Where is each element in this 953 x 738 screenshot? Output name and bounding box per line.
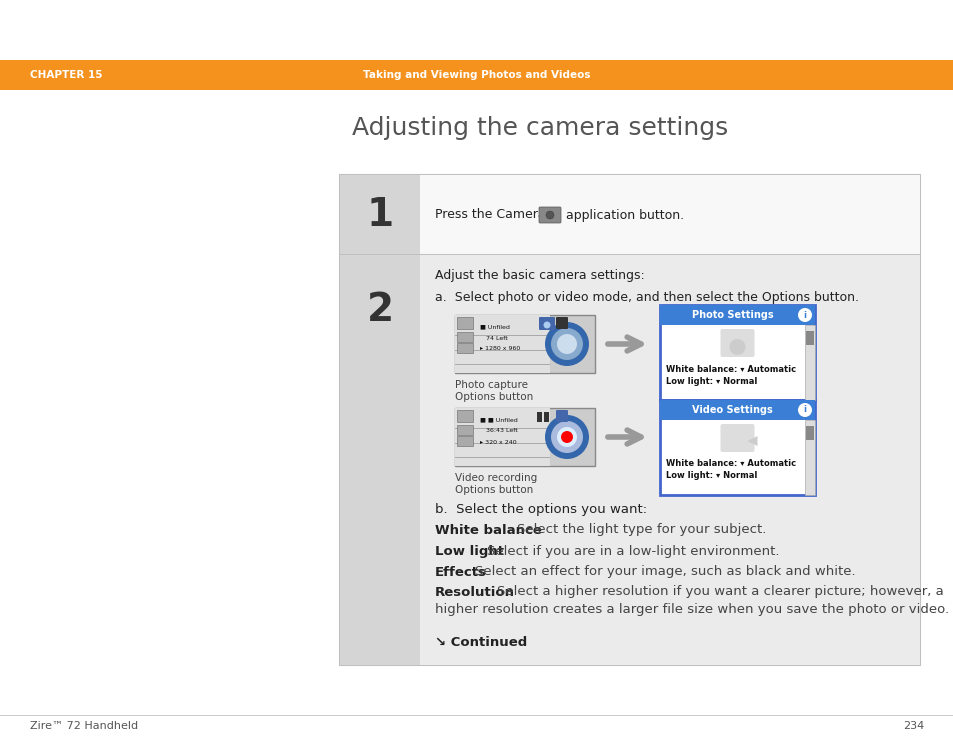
Bar (455, 315, 595, 373)
Text: Options button: Options button (455, 485, 533, 495)
Text: White balance: ▾ Automatic: White balance: ▾ Automatic (665, 365, 796, 373)
Text: b.  Select the options you want:: b. Select the options you want: (435, 503, 646, 517)
Text: Resolution: Resolution (435, 585, 515, 599)
Text: ▸ 1280 x 960: ▸ 1280 x 960 (479, 347, 519, 351)
Circle shape (544, 322, 588, 366)
FancyBboxPatch shape (720, 424, 754, 452)
Text: 234: 234 (902, 721, 923, 731)
Circle shape (551, 421, 582, 453)
Text: Low light: ▾ Normal: Low light: ▾ Normal (665, 376, 757, 385)
Text: Press the Camera: Press the Camera (435, 209, 545, 221)
Bar (455, 457, 550, 458)
Circle shape (557, 334, 577, 354)
Bar (805, 426, 813, 440)
Circle shape (797, 403, 811, 417)
Text: 2: 2 (366, 291, 394, 329)
Bar (455, 428, 550, 429)
Bar (456, 436, 473, 446)
Bar (805, 331, 813, 345)
Text: 74 Left: 74 Left (479, 336, 507, 340)
Circle shape (543, 322, 550, 328)
Bar (804, 325, 814, 400)
Circle shape (551, 328, 582, 360)
Polygon shape (747, 436, 757, 446)
Bar (0, 715, 953, 716)
Bar (455, 335, 550, 336)
Bar (455, 364, 550, 365)
Text: a.  Select photo or video mode, and then select the Options button.: a. Select photo or video mode, and then … (435, 291, 858, 303)
Text: Select an effect for your image, such as black and white.: Select an effect for your image, such as… (475, 565, 855, 579)
Circle shape (797, 308, 811, 322)
FancyBboxPatch shape (538, 207, 560, 223)
Circle shape (729, 339, 744, 355)
Bar (456, 343, 473, 353)
Bar (659, 400, 814, 495)
Bar (456, 425, 473, 435)
Bar (455, 350, 550, 351)
Text: higher resolution creates a larger file size when you save the photo or video.: higher resolution creates a larger file … (435, 602, 948, 615)
Text: Adjusting the camera settings: Adjusting the camera settings (352, 116, 727, 140)
FancyBboxPatch shape (556, 410, 567, 422)
Circle shape (544, 415, 588, 459)
Text: White balance: White balance (435, 523, 541, 537)
Text: 36:43 Left: 36:43 Left (479, 429, 517, 433)
Text: ▸ 320 x 240: ▸ 320 x 240 (479, 440, 517, 444)
Bar (455, 408, 550, 466)
Text: i: i (802, 405, 805, 415)
Bar (419, 175, 919, 255)
Bar (455, 315, 550, 373)
Text: ■ Unfiled: ■ Unfiled (479, 325, 509, 329)
Bar (339, 254, 919, 255)
Text: Select if you are in a low-light environment.: Select if you are in a low-light environ… (486, 545, 779, 557)
Bar (0, 60, 953, 90)
Bar (455, 443, 550, 444)
Text: Effects: Effects (435, 565, 486, 579)
Circle shape (557, 427, 577, 447)
Text: Video recording: Video recording (455, 473, 537, 483)
FancyBboxPatch shape (556, 317, 567, 329)
Text: Taking and Viewing Photos and Videos: Taking and Viewing Photos and Videos (363, 70, 590, 80)
Text: i: i (802, 311, 805, 320)
Bar (455, 408, 595, 466)
Text: application button.: application button. (565, 209, 683, 221)
Bar (456, 332, 473, 342)
FancyBboxPatch shape (720, 329, 754, 357)
Bar (339, 175, 419, 255)
Bar (804, 420, 814, 495)
Bar (543, 412, 548, 422)
Circle shape (560, 431, 573, 443)
Text: CHAPTER 15: CHAPTER 15 (30, 70, 102, 80)
Bar (419, 255, 919, 665)
Text: White balance: ▾ Automatic: White balance: ▾ Automatic (665, 460, 796, 469)
Text: Low light: Low light (435, 545, 503, 557)
Text: 1: 1 (366, 196, 394, 234)
Circle shape (545, 211, 554, 219)
Text: Low light: ▾ Normal: Low light: ▾ Normal (665, 472, 757, 480)
Bar (339, 175, 919, 665)
Bar (659, 305, 814, 325)
Bar (456, 410, 473, 422)
Text: ↘ Continued: ↘ Continued (435, 636, 527, 649)
Text: Select the light type for your subject.: Select the light type for your subject. (517, 523, 765, 537)
Text: ■ ■ Unfiled: ■ ■ Unfiled (479, 418, 517, 422)
Bar (537, 412, 541, 422)
Text: Select a higher resolution if you want a clearer picture; however, a: Select a higher resolution if you want a… (497, 585, 943, 599)
Bar (659, 305, 814, 400)
Text: Options button: Options button (455, 392, 533, 402)
Bar (456, 317, 473, 329)
Text: Photo capture: Photo capture (455, 380, 527, 390)
Bar (339, 255, 419, 665)
Text: Photo Settings: Photo Settings (691, 310, 773, 320)
Text: Video Settings: Video Settings (691, 405, 772, 415)
Bar (659, 400, 814, 420)
FancyBboxPatch shape (538, 317, 555, 330)
Text: Zire™ 72 Handheld: Zire™ 72 Handheld (30, 721, 138, 731)
Text: Adjust the basic camera settings:: Adjust the basic camera settings: (435, 269, 644, 281)
